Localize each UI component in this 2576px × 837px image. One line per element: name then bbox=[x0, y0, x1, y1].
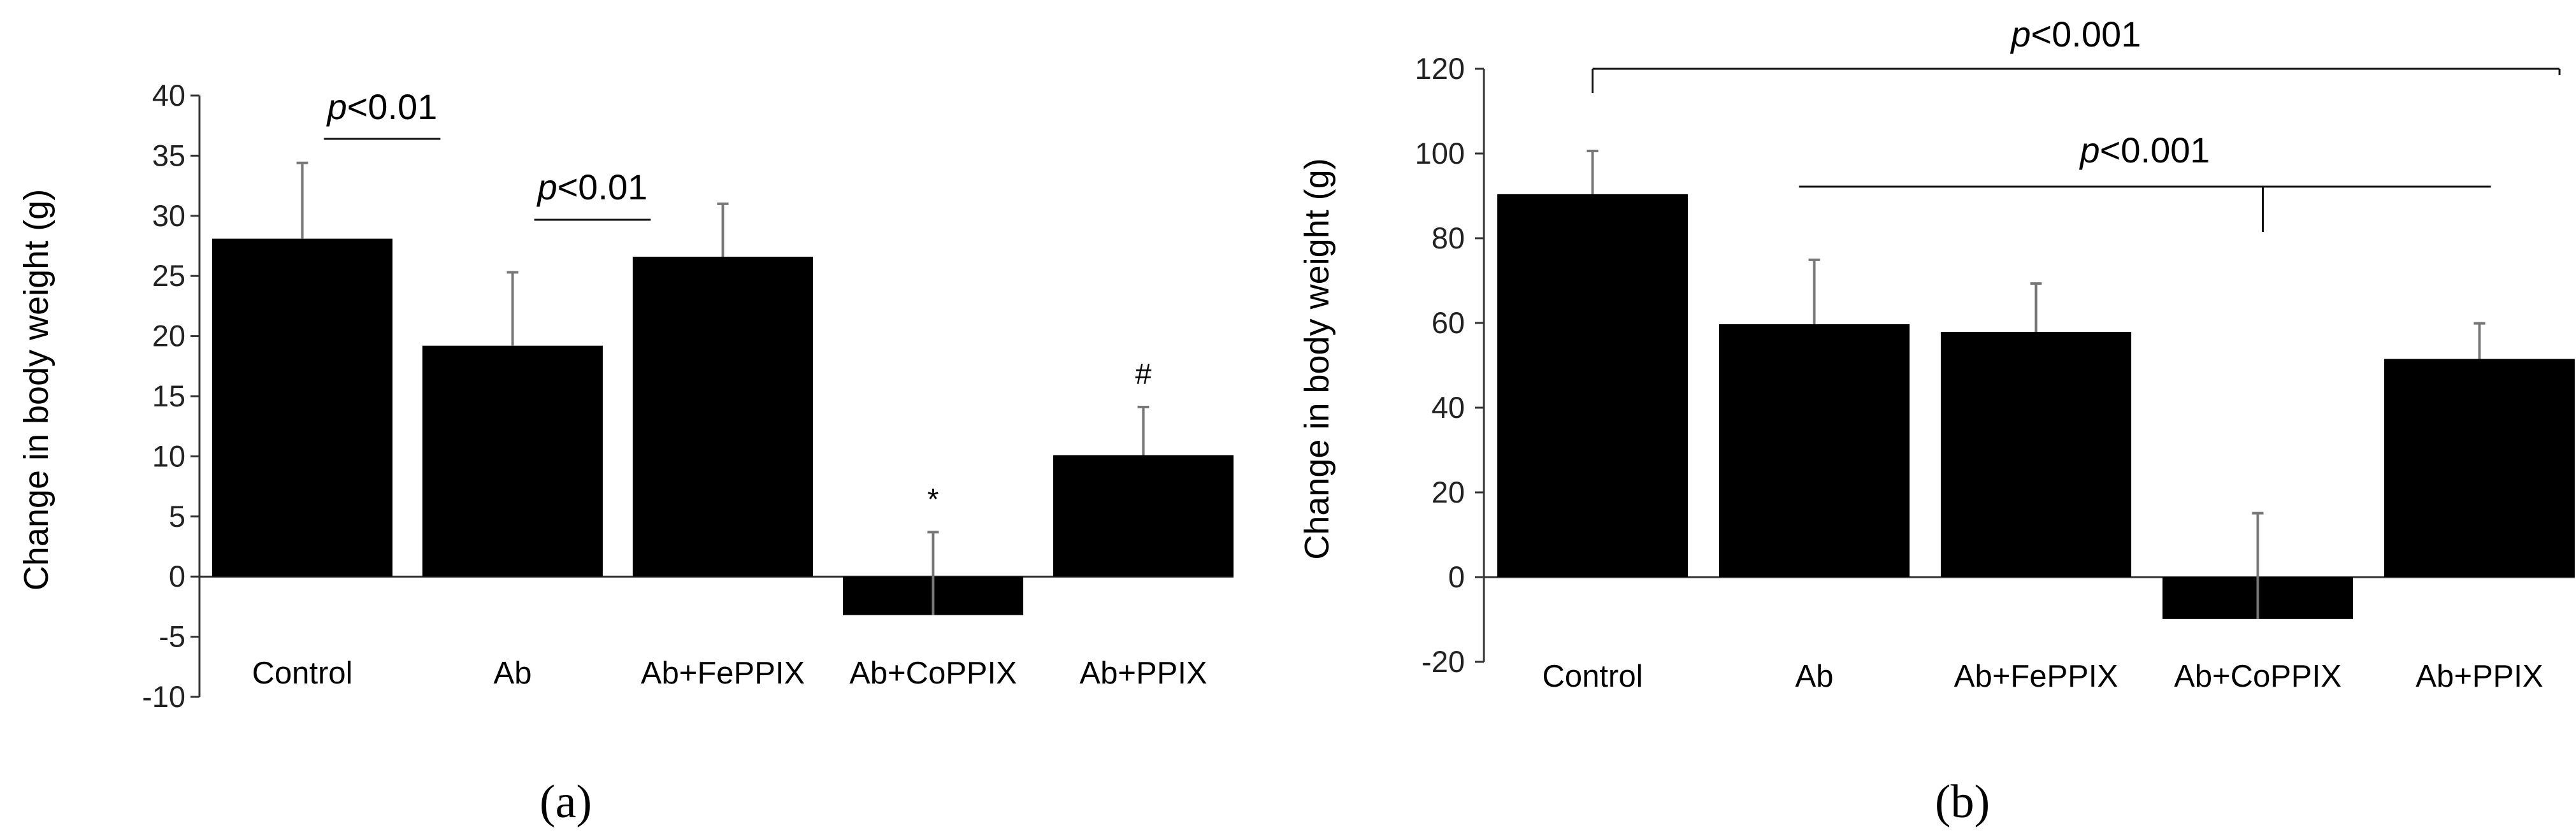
panel-a-category-label: Ab+CoPPIX bbox=[849, 656, 1017, 690]
panel-b-comparison-value: <0.001 bbox=[2031, 14, 2141, 54]
panel-a-y-tick-label: 10 bbox=[152, 439, 185, 473]
panel-b-comparison-p: p bbox=[2079, 130, 2100, 170]
panel-a-comparison-p: p bbox=[536, 167, 557, 207]
panel-a-comparison-value: <0.01 bbox=[558, 167, 648, 207]
panel-a-comparison-p: p bbox=[326, 87, 347, 127]
panel-b-y-tick-label: 40 bbox=[1432, 390, 1465, 424]
panel-a-bar bbox=[422, 345, 603, 577]
panel-a-y-tick-label: 20 bbox=[152, 319, 185, 353]
panel-a-y-tick-label: 25 bbox=[152, 259, 185, 292]
panel-b-category-label: Ab+FePPIX bbox=[1954, 659, 2118, 694]
panel-b-bar bbox=[1941, 331, 2131, 577]
panel-a-bar bbox=[212, 238, 392, 577]
panel-b-category-label: Ab+CoPPIX bbox=[2174, 659, 2342, 694]
panel-b-y-tick-label: 100 bbox=[1415, 136, 1465, 170]
panel-a-comparison-value: <0.01 bbox=[347, 87, 438, 127]
panel-b-chart: -20 0 20 40 60 80 100 120 Control Ab Ab+FePPIX Ab+C… bbox=[1298, 14, 2575, 828]
panel-a-label: (a) bbox=[540, 776, 592, 828]
panel-a-significance-marker: # bbox=[1135, 357, 1152, 390]
panel-b-y-tick-label: 0 bbox=[1448, 560, 1465, 594]
panel-b-y-tick-label: 60 bbox=[1432, 306, 1465, 340]
panel-b-y-tick-label: 80 bbox=[1432, 221, 1465, 255]
panel-b-y-tick-label: -20 bbox=[1421, 645, 1465, 678]
panel-b-comparison-label: p<0.001 bbox=[2010, 14, 2141, 54]
panel-a-y-tick-label: -10 bbox=[142, 680, 185, 713]
panel-a-comparison-label: p<0.01 bbox=[536, 167, 647, 207]
panel-a-bar bbox=[1053, 455, 1234, 577]
panel-b-comparison-p: p bbox=[2010, 14, 2031, 54]
panel-a-chart: -10 -5 0 5 10 15 20 25 30 35 40 Control Ab Ab+FePPIX *… bbox=[17, 78, 1234, 828]
panel-b-bar bbox=[1497, 194, 1688, 578]
panel-a-category-label: Ab+PPIX bbox=[1079, 656, 1207, 690]
panel-a-y-tick-label: 0 bbox=[169, 559, 185, 593]
panel-a-comparison-label: p<0.01 bbox=[326, 87, 437, 127]
panel-b-bar bbox=[1719, 324, 1910, 577]
panel-a-y-axis-title: Change in body weight (g) bbox=[17, 189, 55, 590]
panel-a-y-tick-label: 30 bbox=[152, 199, 185, 232]
panel-b-y-axis-title: Change in body weight (g) bbox=[1298, 158, 1336, 559]
panel-a-y-tick-label: 15 bbox=[152, 379, 185, 413]
panel-b-comparison-value: <0.001 bbox=[2100, 130, 2210, 170]
panel-a-bar bbox=[633, 256, 813, 577]
panel-b-comparison-label: p<0.001 bbox=[2079, 130, 2210, 170]
panel-a-category-label: Ab+FePPIX bbox=[641, 656, 805, 690]
panel-b-category-label: Ab bbox=[1795, 659, 1834, 694]
panel-a-y-tick-label: 5 bbox=[169, 499, 185, 533]
panel-b-category-label: Control bbox=[1543, 659, 1643, 694]
panel-a-significance-marker: * bbox=[928, 482, 939, 515]
panel-a-y-tick-label: -5 bbox=[159, 620, 185, 654]
panel-a-y-tick-label: 40 bbox=[152, 78, 185, 112]
panel-b-bar bbox=[2384, 359, 2575, 577]
panel-a-category-label: Ab bbox=[494, 656, 532, 690]
panel-b-y-tick-label: 20 bbox=[1432, 475, 1465, 509]
panel-b-y-tick-label: 120 bbox=[1415, 52, 1465, 85]
panel-b-category-label: Ab+PPIX bbox=[2415, 659, 2543, 694]
panel-b-label: (b) bbox=[1935, 776, 1990, 828]
panel-a-y-tick-label: 35 bbox=[152, 138, 185, 172]
panel-a-category-label: Control bbox=[252, 656, 353, 690]
